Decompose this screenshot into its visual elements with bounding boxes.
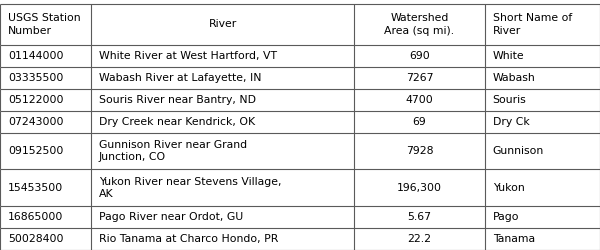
Text: 50028400: 50028400 <box>8 234 64 244</box>
Text: Watershed
Area (sq mi).: Watershed Area (sq mi). <box>385 13 454 36</box>
Text: Wabash: Wabash <box>493 73 535 83</box>
Text: 03335500: 03335500 <box>8 73 63 83</box>
Text: White River at West Hartford, VT: White River at West Hartford, VT <box>99 51 277 61</box>
Text: Gunnison: Gunnison <box>493 146 544 156</box>
Text: Tanama: Tanama <box>493 234 535 244</box>
Text: 5.67: 5.67 <box>407 212 431 222</box>
Text: Souris: Souris <box>493 95 526 105</box>
Text: Dry Ck: Dry Ck <box>493 117 529 127</box>
Text: Dry Creek near Kendrick, OK: Dry Creek near Kendrick, OK <box>99 117 255 127</box>
Text: 05122000: 05122000 <box>8 95 64 105</box>
Text: Pago: Pago <box>493 212 519 222</box>
Text: Yukon River near Stevens Village,
AK: Yukon River near Stevens Village, AK <box>99 177 281 199</box>
Text: 15453500: 15453500 <box>8 183 63 193</box>
Text: Wabash River at Lafayette, IN: Wabash River at Lafayette, IN <box>99 73 262 83</box>
Text: 01144000: 01144000 <box>8 51 64 61</box>
Text: 196,300: 196,300 <box>397 183 442 193</box>
Text: Souris River near Bantry, ND: Souris River near Bantry, ND <box>99 95 256 105</box>
Text: 4700: 4700 <box>406 95 433 105</box>
Text: USGS Station
Number: USGS Station Number <box>8 13 80 36</box>
Text: Yukon: Yukon <box>493 183 524 193</box>
Text: Pago River near Ordot, GU: Pago River near Ordot, GU <box>99 212 243 222</box>
Text: 7267: 7267 <box>406 73 433 83</box>
Text: 16865000: 16865000 <box>8 212 63 222</box>
Text: Rio Tanama at Charco Hondo, PR: Rio Tanama at Charco Hondo, PR <box>99 234 278 244</box>
Text: 09152500: 09152500 <box>8 146 63 156</box>
Text: Short Name of
River: Short Name of River <box>493 13 572 36</box>
Text: Gunnison River near Grand
Junction, CO: Gunnison River near Grand Junction, CO <box>99 140 247 162</box>
Text: 69: 69 <box>413 117 426 127</box>
Text: White: White <box>493 51 524 61</box>
Text: 7928: 7928 <box>406 146 433 156</box>
Text: 22.2: 22.2 <box>407 234 431 244</box>
Text: River: River <box>208 20 237 30</box>
Text: 690: 690 <box>409 51 430 61</box>
Text: 07243000: 07243000 <box>8 117 64 127</box>
